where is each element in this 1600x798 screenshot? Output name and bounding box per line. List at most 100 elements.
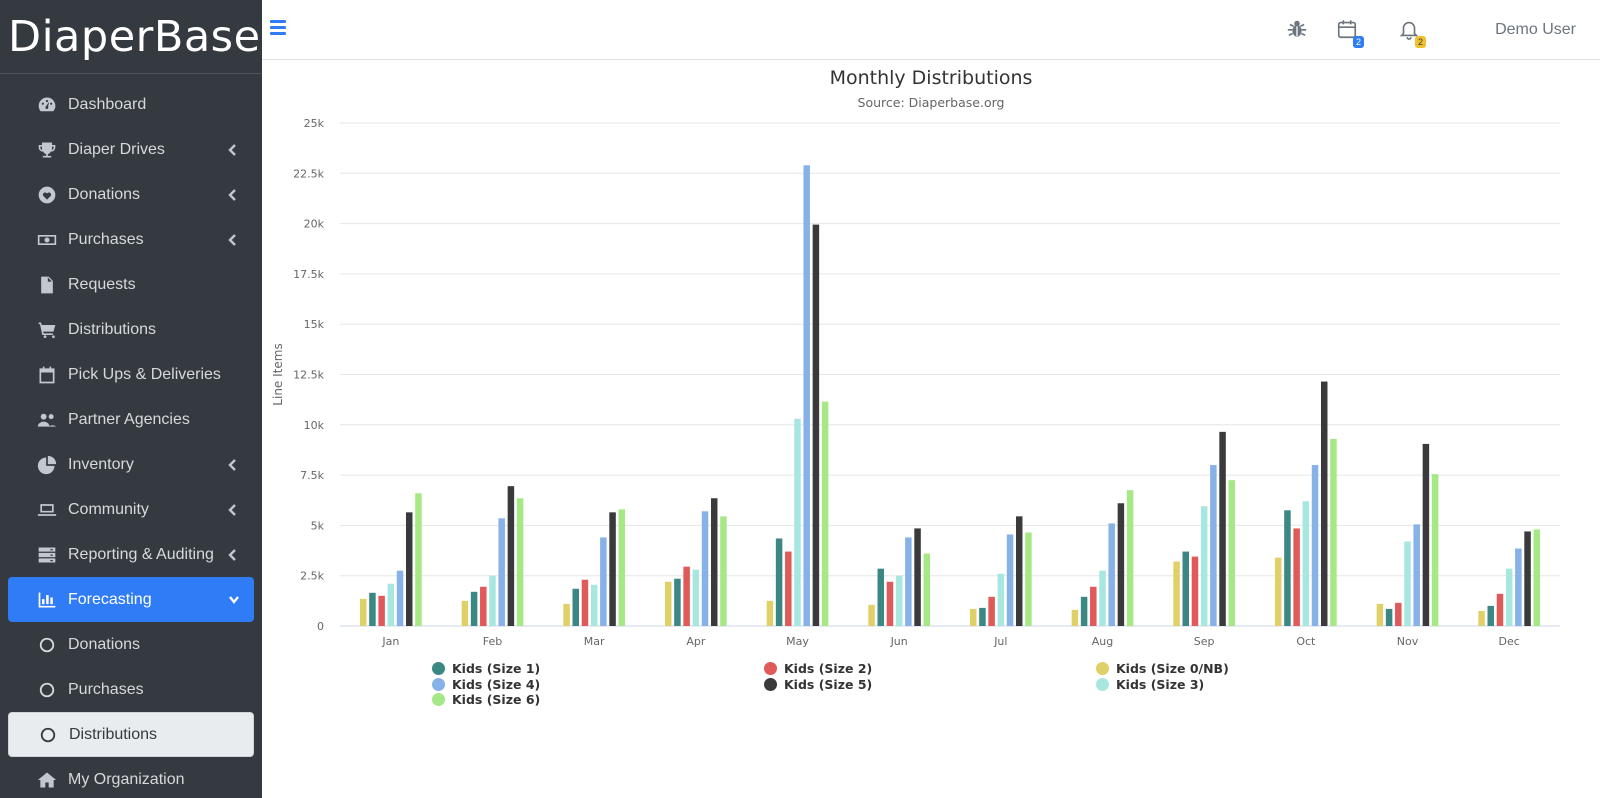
sidebar-item-reporting-auditing[interactable]: Reporting & Auditing (8, 532, 254, 577)
bar-kids-size-3-nov[interactable] (1404, 541, 1411, 626)
bar-kids-size-0-nb-dec[interactable] (1478, 610, 1485, 626)
bar-kids-size-6-apr[interactable] (720, 516, 727, 626)
bar-kids-size-0-nb-oct[interactable] (1274, 557, 1282, 626)
sidebar-item-pick-ups-deliveries[interactable]: Pick Ups & Deliveries (8, 352, 254, 397)
bar-kids-size-1-aug[interactable] (1080, 596, 1088, 626)
bar-kids-size-3-jan[interactable] (387, 583, 395, 626)
sidebar-item-distributions-sub[interactable]: Distributions (8, 712, 254, 757)
legend-item[interactable]: Kids (Size 2) (764, 661, 872, 676)
bar-kids-size-0-nb-jul[interactable] (969, 608, 977, 626)
chevron-left-icon[interactable] (228, 188, 238, 202)
menu-toggle-button[interactable] (270, 20, 286, 36)
bar-kids-size-4-mar[interactable] (600, 537, 607, 626)
sidebar-item-requests[interactable]: Requests (8, 262, 254, 307)
bar-kids-size-2-dec[interactable] (1496, 593, 1504, 626)
sidebar-item-community[interactable]: Community (8, 487, 254, 532)
sidebar-item-donations[interactable]: Donations (8, 172, 254, 217)
bar-kids-size-4-feb[interactable] (498, 518, 505, 626)
bell-icon[interactable]: 2 (1398, 18, 1426, 48)
bar-kids-size-6-sep[interactable] (1228, 480, 1236, 626)
bar-kids-size-6-dec[interactable] (1533, 529, 1541, 626)
bar-kids-size-4-apr[interactable] (701, 511, 709, 626)
bar-kids-size-3-oct[interactable] (1302, 501, 1310, 626)
sidebar-item-forecasting[interactable]: Forecasting (8, 577, 254, 622)
bar-kids-size-5-jan[interactable] (405, 512, 413, 626)
bar-kids-size-3-feb[interactable] (489, 575, 496, 626)
bar-kids-size-1-may[interactable] (775, 538, 783, 626)
bar-kids-size-2-oct[interactable] (1293, 528, 1300, 626)
bar-kids-size-2-aug[interactable] (1090, 586, 1097, 626)
legend-item[interactable]: Kids (Size 6) (432, 692, 540, 707)
bar-kids-size-6-jun[interactable] (923, 553, 931, 626)
bar-kids-size-2-jun[interactable] (886, 581, 894, 626)
bar-kids-size-0-nb-feb[interactable] (461, 600, 469, 626)
bar-kids-size-3-dec[interactable] (1505, 568, 1513, 626)
chevron-left-icon[interactable] (228, 548, 238, 562)
bar-kids-size-5-mar[interactable] (609, 512, 616, 626)
bar-kids-size-3-mar[interactable] (590, 584, 598, 626)
bar-kids-size-1-jan[interactable] (369, 592, 376, 626)
bar-kids-size-6-mar[interactable] (618, 509, 626, 626)
sidebar-item-donations-sub[interactable]: Donations (8, 622, 254, 667)
bar-kids-size-1-dec[interactable] (1487, 605, 1495, 626)
legend-item[interactable]: Kids (Size 3) (1096, 677, 1204, 692)
bar-kids-size-5-jun[interactable] (914, 528, 921, 626)
sidebar-item-my-organization[interactable]: My Organization (8, 757, 254, 798)
bar-kids-size-6-nov[interactable] (1431, 474, 1439, 626)
bar-kids-size-3-jun[interactable] (895, 575, 903, 626)
bar-kids-size-2-apr[interactable] (683, 566, 690, 626)
bar-kids-size-0-nb-mar[interactable] (563, 603, 570, 626)
user-menu[interactable]: Demo User (1495, 21, 1576, 38)
bar-kids-size-0-nb-jun[interactable] (868, 604, 875, 626)
sidebar-item-dashboard[interactable]: Dashboard (8, 82, 254, 127)
bar-kids-size-0-nb-nov[interactable] (1376, 603, 1384, 626)
bar-kids-size-4-jun[interactable] (905, 537, 912, 626)
bar-kids-size-1-oct[interactable] (1284, 510, 1291, 626)
bar-kids-size-4-sep[interactable] (1210, 465, 1217, 626)
bar-kids-size-5-aug[interactable] (1117, 503, 1125, 626)
chevron-left-icon[interactable] (228, 503, 238, 517)
bar-kids-size-5-may[interactable] (812, 224, 820, 626)
bar-kids-size-0-nb-may[interactable] (766, 600, 774, 626)
bar-kids-size-1-jun[interactable] (877, 568, 885, 626)
bar-kids-size-2-mar[interactable] (581, 579, 589, 626)
bar-kids-size-1-mar[interactable] (572, 588, 580, 626)
bar-kids-size-4-nov[interactable] (1413, 524, 1420, 626)
bar-kids-size-2-feb[interactable] (480, 586, 487, 626)
sidebar-item-purchases[interactable]: Purchases (8, 217, 254, 262)
bar-kids-size-5-apr[interactable] (710, 498, 718, 626)
bar-kids-size-2-jul[interactable] (988, 596, 995, 626)
bar-kids-size-4-jul[interactable] (1006, 534, 1014, 626)
bar-kids-size-2-jan[interactable] (378, 595, 385, 626)
bar-kids-size-6-jul[interactable] (1025, 532, 1032, 626)
bar-kids-size-5-oct[interactable] (1320, 381, 1328, 626)
sidebar-item-distributions[interactable]: Distributions (8, 307, 254, 352)
bar-kids-size-0-nb-jan[interactable] (359, 598, 367, 626)
bar-kids-size-3-jul[interactable] (997, 573, 1005, 626)
chevron-down-icon[interactable] (228, 593, 239, 607)
legend-item[interactable]: Kids (Size 4) (432, 677, 540, 692)
bar-kids-size-4-may[interactable] (803, 165, 810, 626)
bar-kids-size-3-apr[interactable] (692, 569, 700, 626)
bar-kids-size-6-jan[interactable] (415, 493, 422, 626)
bar-kids-size-5-nov[interactable] (1422, 443, 1430, 626)
legend-item[interactable]: Kids (Size 5) (764, 677, 872, 692)
bug-icon[interactable] (1286, 18, 1310, 42)
bar-kids-size-2-nov[interactable] (1395, 602, 1402, 626)
bar-kids-size-0-nb-aug[interactable] (1071, 609, 1079, 626)
bar-kids-size-3-aug[interactable] (1099, 570, 1106, 626)
bar-kids-size-3-may[interactable] (794, 418, 801, 626)
bar-kids-size-5-dec[interactable] (1524, 531, 1531, 626)
sidebar-item-partner-agencies[interactable]: Partner Agencies (8, 397, 254, 442)
bar-kids-size-1-nov[interactable] (1385, 608, 1393, 626)
bar-kids-size-1-feb[interactable] (470, 591, 478, 626)
bar-kids-size-5-feb[interactable] (507, 486, 515, 626)
bar-kids-size-2-may[interactable] (785, 551, 792, 626)
bar-kids-size-6-aug[interactable] (1126, 490, 1134, 626)
bar-kids-size-1-sep[interactable] (1182, 551, 1190, 626)
bar-kids-size-2-sep[interactable] (1191, 556, 1199, 626)
legend-item[interactable]: Kids (Size 0/NB) (1096, 661, 1229, 676)
chevron-left-icon[interactable] (228, 233, 238, 247)
bar-kids-size-0-nb-apr[interactable] (664, 581, 672, 626)
bar-kids-size-4-dec[interactable] (1515, 548, 1522, 626)
